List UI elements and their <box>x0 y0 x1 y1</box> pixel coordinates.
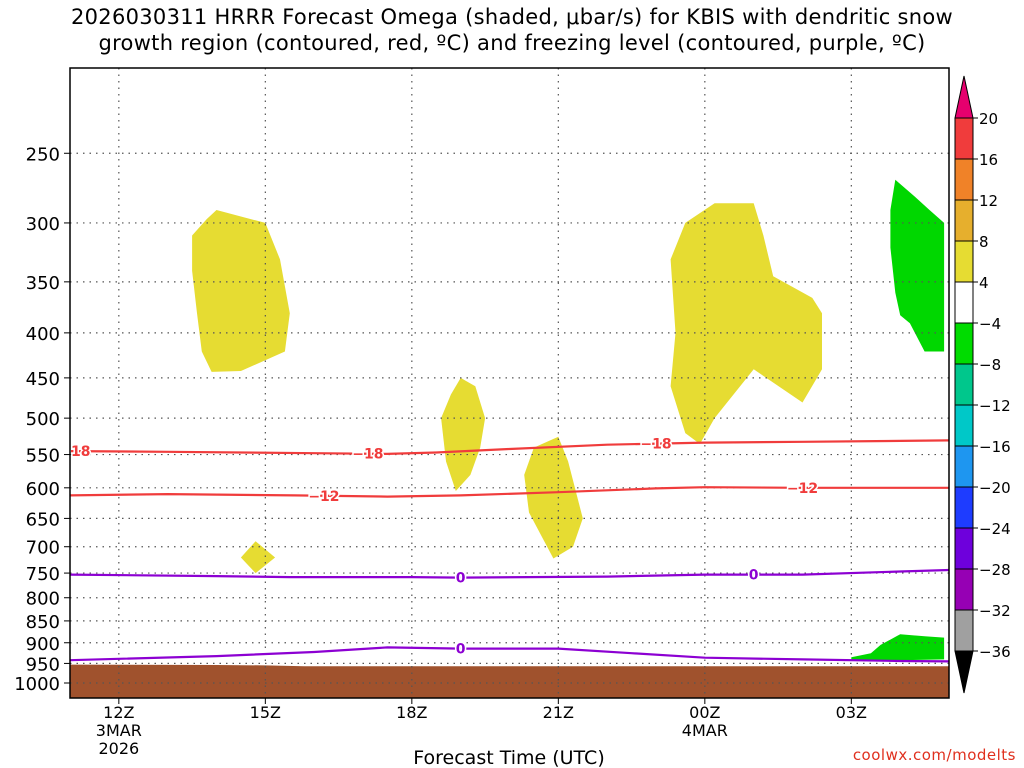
contour-label-4-1: 0 <box>456 642 466 658</box>
y-tick-label-950: 950 <box>26 654 60 675</box>
x-tick-year-2026: 2026 <box>98 739 139 758</box>
colorbar-label-8: −12 <box>979 397 1011 415</box>
colorbar-label-7: −8 <box>979 356 1001 374</box>
omega-region-2 <box>441 377 486 491</box>
colorbar-label-10: −20 <box>979 479 1011 497</box>
y-tick-label-500: 500 <box>26 409 60 430</box>
ground-surface <box>70 664 949 698</box>
colorbar-bottom-arrow <box>954 650 974 694</box>
y-tick-label-250: 250 <box>26 144 60 165</box>
colorbar-label-11: −24 <box>979 520 1011 538</box>
omega-region-4 <box>240 541 276 574</box>
y-tick-label-700: 700 <box>26 538 60 559</box>
y-tick-label-750: 750 <box>26 564 60 585</box>
colorbar-label-14: −36 <box>979 643 1011 661</box>
y-tick-label-850: 850 <box>26 612 60 633</box>
freezing-level-contour-3 <box>70 568 949 579</box>
y-tick-label-600: 600 <box>26 479 60 500</box>
x-tick-label-03Z: 03Z <box>836 703 867 722</box>
contour-label-2-1: −12 <box>308 489 339 505</box>
chart-title-line-2: growth region (contoured, red, ºC) and f… <box>98 31 926 55</box>
colorbar-label-6: −4 <box>979 315 1001 333</box>
freezing-level-contour-4 <box>70 646 949 663</box>
colorbar-band-4 <box>954 240 974 283</box>
colorbar-band-7 <box>954 363 974 406</box>
colorbar-band-12 <box>954 568 974 611</box>
omega-colorbar: 20 16 12 8 4 −4 −8 −12 −16 −20 −24 −28 −32 −36 <box>954 75 1011 694</box>
x-tick-date-4MAR: 4MAR <box>682 721 728 740</box>
colorbar-band-1 <box>954 117 974 160</box>
colorbar-label-5: 4 <box>979 274 989 292</box>
chart-title: 2026030311 HRRR Forecast Omega (shaded, … <box>0 4 1024 56</box>
colorbar-label-2: 16 <box>979 151 998 169</box>
y-tick-label-450: 450 <box>26 369 60 390</box>
x-tick-label-00Z: 00Z <box>689 703 720 722</box>
contour-label-3-1: 0 <box>456 571 466 587</box>
colorbar-band-3 <box>954 199 974 242</box>
contour-label-1-3: −18 <box>640 437 671 453</box>
colorbar-band-8 <box>954 404 974 447</box>
x-axis-label: Forecast Time (UTC) <box>413 747 604 768</box>
y-tick-label-550: 550 <box>26 446 60 467</box>
dendritic-contour-1 <box>70 439 949 456</box>
colorbar-label-12: −28 <box>979 561 1011 579</box>
dendritic-contour-2 <box>70 486 949 498</box>
colorbar-top-arrow <box>954 75 974 119</box>
colorbar-band-2 <box>954 158 974 201</box>
contour-label-1-2: −18 <box>352 447 383 463</box>
x-tick-label-21Z: 21Z <box>543 703 574 722</box>
y-tick-label-800: 800 <box>26 589 60 610</box>
colorbar-band-13 <box>954 609 974 652</box>
colorbar-band-5 <box>954 281 974 324</box>
colorbar-band-11 <box>954 527 974 570</box>
colorbar-label-1: 20 <box>979 110 998 128</box>
omega-region-1 <box>192 210 290 372</box>
contour-label-2-2: −12 <box>787 481 818 497</box>
x-tick-date-3MAR: 3MAR <box>96 721 142 740</box>
plot-frame <box>69 67 950 699</box>
omega-region-5 <box>670 203 822 444</box>
colorbar-band-9 <box>954 445 974 488</box>
contour-label-3-2: 0 <box>749 568 759 584</box>
y-tick-label-300: 300 <box>26 214 60 235</box>
omega-region-7 <box>851 634 945 661</box>
pressure-axis: 2503003504004505005506006507007508008509… <box>14 144 70 695</box>
grid-lines <box>70 68 949 698</box>
contour-label-1-1: −18 <box>59 444 90 460</box>
x-tick-label-15Z: 15Z <box>250 703 281 722</box>
y-tick-label-900: 900 <box>26 634 60 655</box>
colorbar-label-3: 12 <box>979 192 998 210</box>
x-tick-label-12Z: 12Z <box>103 703 134 722</box>
y-tick-label-1000: 1000 <box>14 674 60 695</box>
colorbar-label-4: 8 <box>979 233 989 251</box>
x-tick-label-18Z: 18Z <box>396 703 427 722</box>
y-tick-label-650: 650 <box>26 509 60 530</box>
omega-region-3 <box>524 436 583 559</box>
omega-shading-layer <box>70 179 949 698</box>
colorbar-band-6 <box>954 322 974 365</box>
colorbar-band-10 <box>954 486 974 529</box>
credit-text: coolwx.com/modelts <box>852 746 1016 764</box>
contour-layer: −18 −18 −18 −12 −12 0 0 0 <box>59 435 949 663</box>
omega-region-6 <box>890 179 945 352</box>
colorbar-label-9: −16 <box>979 438 1011 456</box>
colorbar-label-13: −32 <box>979 602 1011 620</box>
y-tick-label-400: 400 <box>26 324 60 345</box>
chart-title-line-1: 2026030311 HRRR Forecast Omega (shaded, … <box>70 5 954 29</box>
y-tick-label-350: 350 <box>26 273 60 294</box>
